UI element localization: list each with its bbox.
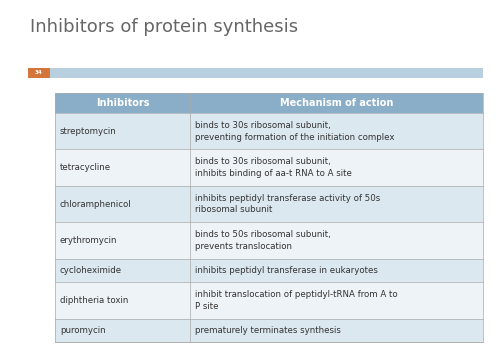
Text: Mechanism of action: Mechanism of action	[280, 98, 393, 108]
Bar	[55, 222, 483, 259]
Text: 34: 34	[35, 70, 43, 75]
Bar	[55, 149, 483, 186]
Text: cycloheximide: cycloheximide	[60, 266, 122, 275]
Bar	[28, 68, 50, 78]
Bar	[55, 186, 483, 222]
Bar	[55, 282, 483, 319]
Text: diphtheria toxin: diphtheria toxin	[60, 296, 128, 305]
Text: Inhibitors of protein synthesis: Inhibitors of protein synthesis	[30, 18, 298, 36]
Text: puromycin: puromycin	[60, 326, 106, 335]
Text: inhibits peptidyl transferase in eukaryotes: inhibits peptidyl transferase in eukaryo…	[195, 266, 378, 275]
Bar	[28, 68, 483, 78]
Text: prematurely terminates synthesis: prematurely terminates synthesis	[195, 326, 341, 335]
Text: tetracycline: tetracycline	[60, 163, 111, 172]
Bar	[55, 319, 483, 342]
Bar	[55, 93, 483, 342]
Text: binds to 30s ribosomal subunit,
preventing formation of the initiation complex: binds to 30s ribosomal subunit, preventi…	[195, 121, 394, 142]
Text: inhibits peptidyl transferase activity of 50s
ribosomal subunit: inhibits peptidyl transferase activity o…	[195, 194, 380, 215]
Text: streptomycin: streptomycin	[60, 127, 117, 136]
Bar	[55, 93, 483, 113]
Text: binds to 50s ribosomal subunit,
prevents translocation: binds to 50s ribosomal subunit, prevents…	[195, 230, 331, 251]
Text: Inhibitors: Inhibitors	[96, 98, 149, 108]
Bar	[55, 259, 483, 282]
Text: binds to 30s ribosomal subunit,
inhibits binding of aa-t RNA to A site: binds to 30s ribosomal subunit, inhibits…	[195, 157, 352, 178]
Text: inhibit translocation of peptidyl-tRNA from A to
P site: inhibit translocation of peptidyl-tRNA f…	[195, 290, 398, 311]
Bar	[55, 113, 483, 149]
Text: chloramphenicol: chloramphenicol	[60, 200, 132, 209]
Text: erythromycin: erythromycin	[60, 236, 118, 245]
